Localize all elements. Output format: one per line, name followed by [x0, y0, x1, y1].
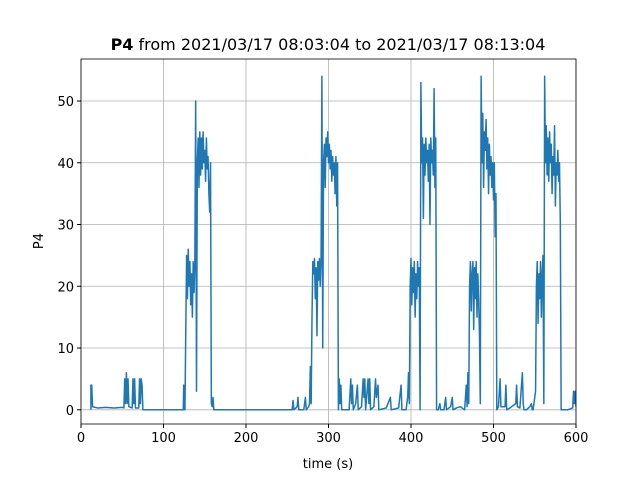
x-tick-label: 100	[151, 431, 176, 446]
title-bold: P4	[111, 35, 134, 54]
plot-frame	[80, 58, 577, 425]
y-tick-label: 30	[57, 219, 74, 234]
chart-title: P4 from 2021/03/17 08:03:04 to 2021/03/1…	[111, 35, 546, 54]
y-tick-label: 10	[57, 342, 74, 357]
x-axis-label: time (s)	[303, 457, 353, 472]
title-rest: from 2021/03/17 08:03:04 to 2021/03/17 0…	[139, 35, 546, 54]
y-tick-label: 50	[57, 95, 74, 110]
x-tick-label: 200	[234, 431, 259, 446]
x-tick-label: 600	[564, 431, 589, 446]
y-tick-label: 20	[57, 280, 74, 295]
y-axis-label: P4	[32, 233, 47, 249]
y-tick-label: 0	[66, 404, 74, 419]
x-tick-label: 300	[316, 431, 341, 446]
x-tick-label: 0	[77, 431, 85, 446]
x-tick-label: 500	[481, 431, 506, 446]
data-line	[90, 75, 576, 411]
x-tick-label: 400	[399, 431, 424, 446]
y-tick-label: 40	[57, 157, 74, 172]
